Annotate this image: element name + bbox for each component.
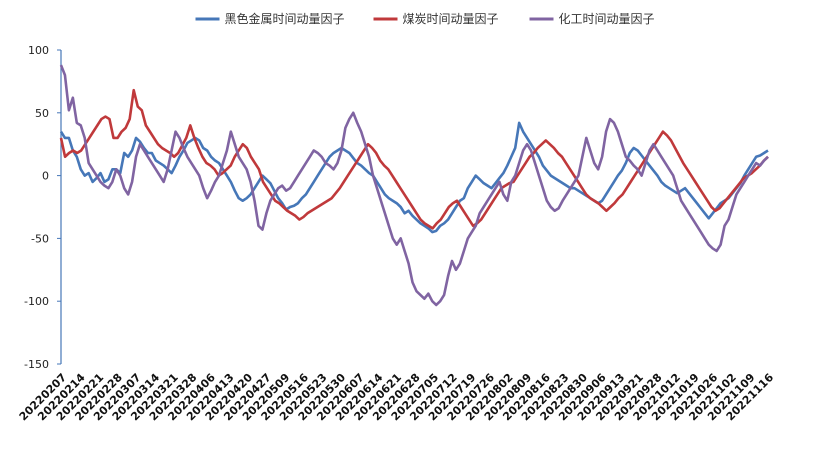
- y-tick-label: 0: [42, 170, 49, 183]
- x-axis: 2022020720220214202202212022022820220307…: [17, 371, 777, 424]
- y-tick-label: 100: [28, 44, 49, 57]
- legend-label-3: 化工时间动量因子: [559, 12, 655, 26]
- y-tick-label: -100: [24, 295, 49, 308]
- legend-label-2: 煤炭时间动量因子: [403, 12, 499, 26]
- legend-label-1: 黑色金属时间动量因子: [225, 11, 345, 26]
- y-axis: -150 -100 -50 0 50 100: [24, 44, 62, 371]
- y-tick-label: -50: [31, 232, 49, 245]
- series-line-3: [59, 64, 769, 307]
- series-lines: [59, 64, 769, 307]
- y-tick-label: -150: [24, 358, 49, 371]
- chart-legend: 黑色金属时间动量因子 煤炭时间动量因子 化工时间动量因子: [195, 11, 655, 26]
- series-line-1: [59, 121, 769, 234]
- y-tick-label: 50: [35, 107, 49, 120]
